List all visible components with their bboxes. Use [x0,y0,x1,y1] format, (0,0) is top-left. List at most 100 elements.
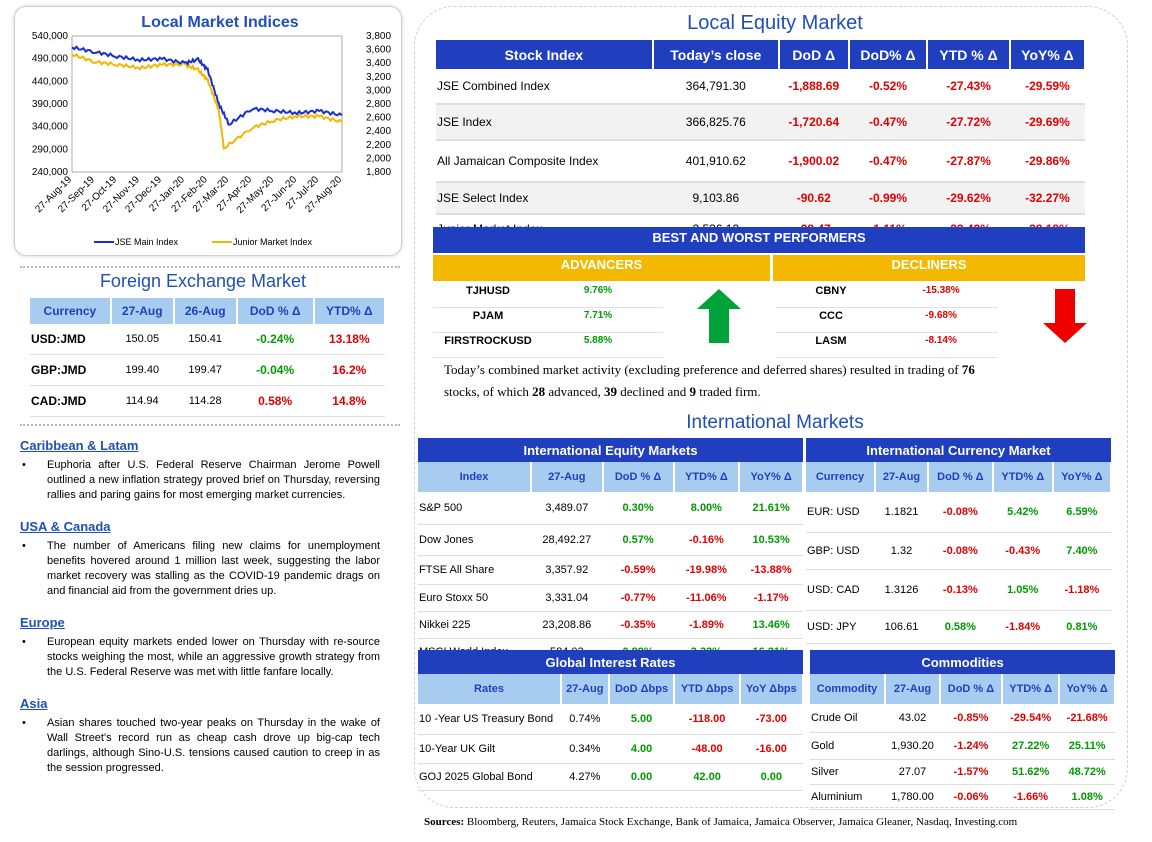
local-equity-table: Stock Index Today’s close DoD Δ DoD% Δ YTD %… [436,40,1087,245]
y-left-tick: 390,000 [32,99,69,110]
y-left-tick: 540,000 [32,31,69,42]
equity-value: -29.62% [927,182,1010,215]
fx-value: 199.47 [173,354,237,386]
y-right-tick: 3,400 [366,58,391,69]
rates-value: 0.00 [739,763,803,791]
intl-currency-value: -1.18% [1052,569,1111,611]
equity-index-name: JSE Combined Index [436,69,653,105]
y-right-tick: 2,200 [366,140,391,151]
rates-row: GOJ 2025 Global Bond 4.27% 0.00 42.00 0.00 [418,763,803,791]
fx-header-cell: YTD% Δ [313,298,387,324]
commodity-row: Gold 1,930.20 -1.24% 27.22% 25.11% [810,732,1115,760]
intl-currency-value: 106.61 [875,610,928,644]
fx-dod: 0.58% [236,385,314,417]
intl-currency-value: 5.42% [992,492,1053,533]
fx-row: USD:JMD 150.05 150.41 -0.24% 13.18% [30,324,385,355]
y-right-tick: 1,800 [366,167,391,178]
intl-equity-row: Nikkei 225 23,208.86 -0.35% -1.89% 13.46% [418,611,803,639]
y-right-tick: 3,200 [366,72,391,83]
intl-equity-header-cell: YTD% Δ [673,462,741,492]
fx-ytd: 16.2% [313,354,385,386]
intl-currency-header-cell: YTD% Δ [992,462,1054,492]
interest-rates-table: Global Interest Rates Rates 27-Aug DoD Δbps… [418,650,805,791]
rates-value: -48.00 [674,734,740,764]
commodity-value: 1,780.00 [885,784,941,810]
decliner-symbol: LASM [815,335,847,347]
news-heading: USA & Canada [20,519,111,534]
summary-text: Today’s combined market activity (exclud… [444,362,962,377]
intl-equity-table: International Equity Markets Index 27-Aug D… [418,438,804,666]
advancer-symbol: TJHUSD [465,285,510,297]
sources: Sources: Bloomberg, Reuters, Jamaica Sto… [424,816,1144,828]
y-left-tick: 240,000 [32,167,69,178]
news-text: The number of Americans filing new claim… [47,540,380,597]
intl-currency-value: -0.08% [928,532,993,570]
decliner-symbol: CBNY [815,285,847,297]
intl-equity-name: FTSE All Share [418,555,531,585]
intl-currency-value: -1.84% [992,610,1053,644]
rates-value: 0.74% [561,704,609,735]
rates-title: Global Interest Rates [418,650,803,674]
decliner-change: -15.38% [922,285,960,296]
fx-table: Currency 27-Aug 26-Aug DoD % Δ YTD% Δ USD:JMD… [30,298,387,417]
y-right-tick: 3,800 [366,31,391,42]
intl-currency-value: -0.43% [992,532,1053,570]
intl-equity-value: 10.53% [739,524,803,556]
commodity-row: Crude Oil 43.02 -0.85% -29.54% -21.68% [810,704,1115,733]
performers-title: BEST AND WORST PERFORMERS [433,227,1085,253]
intl-equity-value: 23,208.86 [531,611,603,639]
y-right-tick: 3,000 [366,85,391,96]
intl-currency-header-cell: YoY% Δ [1052,462,1113,492]
intl-currency-name: USD: CAD [806,569,875,611]
rates-value: 4.00 [608,734,675,764]
intl-equity-header-cell: 27-Aug [531,462,604,492]
intl-equity-value: -1.17% [739,584,803,612]
fx-currency: CAD:JMD [30,385,111,417]
commodity-value: 51.62% [1001,759,1060,785]
news-text: European equity markets ended lower on T… [47,636,380,678]
equity-value: -0.47% [848,140,928,183]
commodity-value: 48.72% [1059,759,1115,785]
rates-value: 0.00 [608,763,675,791]
y-right-tick: 2,000 [366,153,391,164]
rates-name: GOJ 2025 Global Bond [418,763,561,791]
bullet-icon: • [22,636,26,648]
intl-currency-row: USD: JPY 106.61 0.58% -1.84% 0.81% [806,610,1111,644]
rates-name: 10-Year UK Gilt [418,734,561,764]
equity-header-cell: Stock Index [436,40,654,69]
equity-value: -1,900.02 [778,140,849,183]
chart-panel [14,6,402,256]
rates-header-cell: DoD Δbps [608,674,676,704]
rates-header-cell: Rates [418,674,562,704]
news-item: • The number of Americans filing new clai… [20,539,380,599]
plot-area [71,35,343,173]
sources-label: Sources: [424,816,465,828]
advancer-change: 5.88% [583,335,613,346]
intl-currency-name: EUR: USD [806,492,875,533]
equity-value: -90.62 [778,182,849,215]
intl-equity-name: S&P 500 [418,492,531,525]
commodity-value: 27.07 [885,759,941,785]
rates-header-cell: 27-Aug [561,674,610,704]
advancer-row: TJHUSD 9.76% [433,283,663,308]
commodity-value: -1.57% [940,759,1002,785]
intl-equity-value: 21.61% [739,492,803,525]
rates-value: 4.27% [561,763,609,791]
intl-equity-value: 3,357.92 [531,555,603,585]
y-left-tick: 440,000 [32,76,69,87]
intl-equity-value: -19.98% [673,555,740,585]
fx-ytd: 14.8% [313,385,385,417]
intl-equity-header-cell: Index [418,462,532,492]
equity-header-cell: YoY% Δ [1009,40,1087,69]
intl-equity-row: Euro Stoxx 50 3,331.04 -0.77% -11.06% -1.17% [418,584,803,612]
equity-value: 364,791.30 [652,69,779,105]
divider [20,266,400,268]
intl-currency-header-cell: 27-Aug [875,462,929,492]
equity-value: -32.27% [1009,182,1085,215]
equity-value: -29.59% [1009,69,1085,105]
intl-equity-header-cell: DoD % Δ [602,462,675,492]
intl-currency-value: 7.40% [1052,532,1111,570]
decliners-list: CBNY -15.38% CCC -9.68% LASM -8.14% [776,283,998,358]
rates-value: -73.00 [739,704,803,735]
